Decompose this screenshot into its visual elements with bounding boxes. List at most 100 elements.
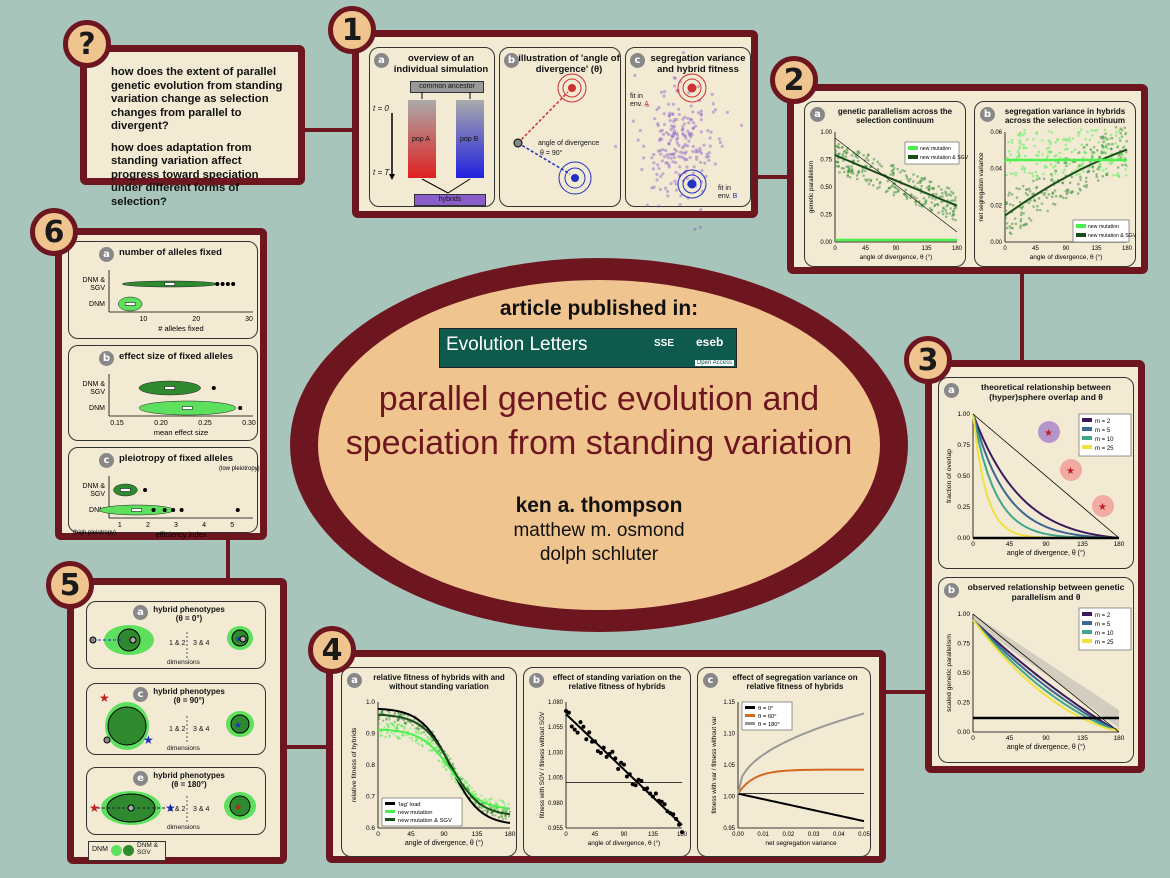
svg-text:★: ★: [143, 733, 154, 747]
data-point: [1091, 134, 1094, 137]
data-point: [1082, 184, 1086, 188]
x-tick-label: 180: [952, 246, 963, 252]
data-point: [1045, 156, 1049, 160]
data-point: [1124, 168, 1128, 171]
hybrid-point: [667, 165, 671, 169]
data-point: [680, 830, 684, 835]
sgv-fit-line: [1004, 148, 1128, 217]
x-tick-label: 90: [1042, 735, 1050, 742]
panel-label: a: [944, 383, 959, 398]
data-point: [880, 164, 883, 168]
category-label: SGV: [90, 285, 105, 292]
data-point: [1018, 187, 1021, 191]
dim-label-12: 1 & 2: [169, 640, 186, 647]
data-point: [884, 190, 888, 194]
data-point: [404, 725, 407, 728]
legend-swatch: [1082, 418, 1092, 422]
hybrid-point: [692, 165, 696, 169]
data-point: [1082, 170, 1085, 173]
hybrid-point: [704, 155, 708, 159]
hybrid-point: [669, 181, 673, 186]
outlier-point: [171, 508, 176, 512]
data-point: [1067, 137, 1071, 140]
data-point: [1080, 164, 1084, 167]
y-tick-label: 1.055: [548, 725, 564, 731]
data-point: [1089, 148, 1093, 151]
hybrid-point: [655, 108, 659, 112]
data-point: [834, 149, 838, 153]
data-point: [922, 196, 926, 200]
hybrid-point: [652, 185, 656, 189]
category-label: DNM &: [82, 381, 105, 388]
data-point: [903, 169, 907, 173]
data-point: [1117, 175, 1121, 178]
hybrid-point: [661, 172, 665, 176]
data-point: [851, 172, 855, 175]
data-point: [449, 757, 452, 760]
data-point: [386, 725, 390, 728]
data-point: [379, 733, 382, 736]
data-point: [1014, 171, 1018, 175]
x-tick-label: 30: [245, 316, 253, 323]
data-point: [1035, 208, 1039, 212]
data-point: [841, 154, 845, 158]
hybrid-point: [672, 76, 676, 80]
data-point: [1119, 156, 1123, 159]
data-point: [1024, 192, 1028, 195]
data-point: [379, 711, 382, 715]
hybrid-point: [664, 148, 668, 153]
data-point: [1015, 156, 1018, 159]
data-point: [1118, 137, 1121, 140]
data-point: [1046, 154, 1050, 158]
journal-banner[interactable]: Evolution Letters SSE eseb Open Access: [439, 328, 737, 368]
hybrid-point: [691, 149, 695, 154]
data-point: [892, 171, 895, 175]
data-point: [944, 215, 948, 218]
data-point: [1042, 172, 1045, 176]
data-point: [393, 711, 397, 715]
data-point: [411, 739, 414, 742]
data-point: [377, 723, 381, 726]
data-point: [916, 181, 920, 185]
hybrid-point: [709, 130, 713, 134]
data-point: [912, 195, 916, 199]
data-point: [945, 194, 948, 197]
data-point: [947, 187, 951, 190]
hybrid-point: [695, 157, 699, 161]
data-point: [645, 786, 650, 791]
outlier-point: [179, 508, 184, 512]
legend-label: m = 2: [1095, 613, 1111, 619]
legend-swatch: [1082, 630, 1092, 634]
data-point: [1056, 138, 1060, 142]
data-point: [848, 175, 852, 179]
hybrid-point: [682, 122, 687, 126]
data-point: [927, 187, 930, 191]
hybrid-point: [683, 158, 687, 162]
y-axis-label: genetic parallelism: [808, 161, 815, 213]
data-point: [443, 765, 446, 768]
hybrid-point: [673, 179, 677, 183]
data-point: [403, 722, 406, 725]
data-point: [1022, 143, 1025, 147]
hybrid-point: [672, 131, 676, 135]
data-point: [928, 207, 932, 210]
data-point: [1104, 132, 1107, 136]
data-point: [1019, 226, 1022, 230]
hybrid-point: [686, 91, 691, 95]
hybrid-point: [681, 127, 685, 131]
data-point: [489, 798, 493, 801]
legend-box: [381, 797, 463, 827]
parallelism-curve: [972, 619, 1119, 731]
hybrid-point: [671, 112, 675, 117]
data-point: [578, 720, 583, 725]
hybrid-point: [679, 155, 683, 159]
theta-180-line: [737, 712, 865, 794]
data-point: [935, 192, 938, 196]
data-point: [1068, 181, 1072, 185]
data-point: [920, 176, 923, 180]
star-icon: ★: [1098, 502, 1107, 513]
hybrid-point: [671, 102, 675, 106]
x-tick-label: 90: [440, 831, 448, 838]
data-point: [916, 175, 919, 178]
sse-logo: SSE: [654, 338, 675, 349]
